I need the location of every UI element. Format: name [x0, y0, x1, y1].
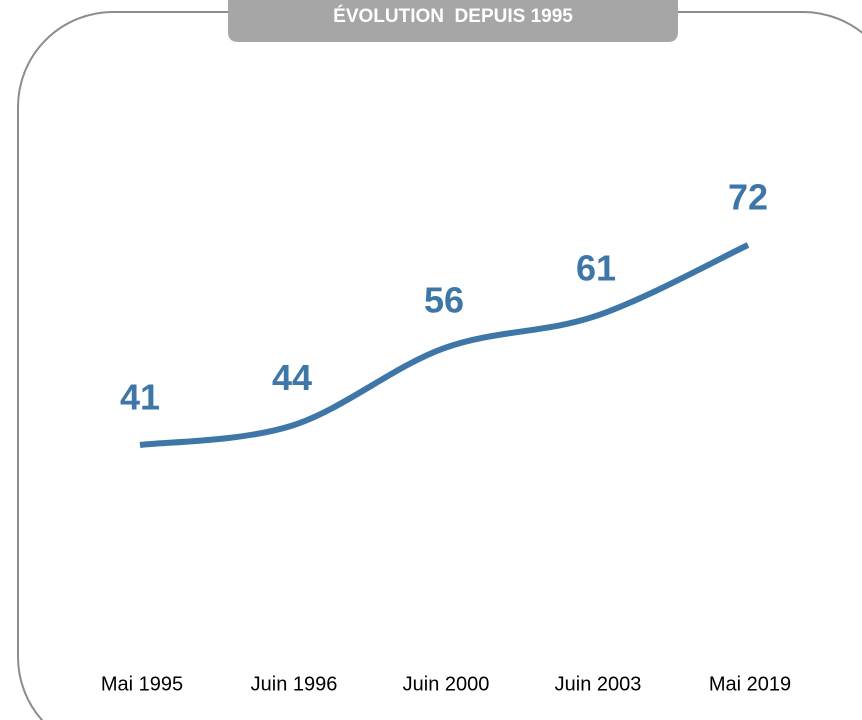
data-label: 72	[728, 177, 768, 218]
line	[139, 242, 750, 448]
data-label: 41	[120, 377, 160, 418]
x-tick-label: Mai 2019	[709, 673, 791, 695]
data-label: 56	[424, 280, 464, 321]
data-label: 61	[576, 247, 616, 288]
title-tab	[228, 0, 678, 42]
x-tick-label: Juin 2003	[555, 673, 642, 695]
frame	[17, 11, 862, 720]
data-label: 44	[272, 357, 312, 398]
chart-title: ÉVOLUTION DEPUIS 1995	[333, 5, 573, 27]
x-tick-label: Mai 1995	[101, 673, 183, 695]
x-tick-label: Juin 2000	[403, 673, 490, 695]
x-tick-label: Juin 1996	[251, 673, 338, 695]
